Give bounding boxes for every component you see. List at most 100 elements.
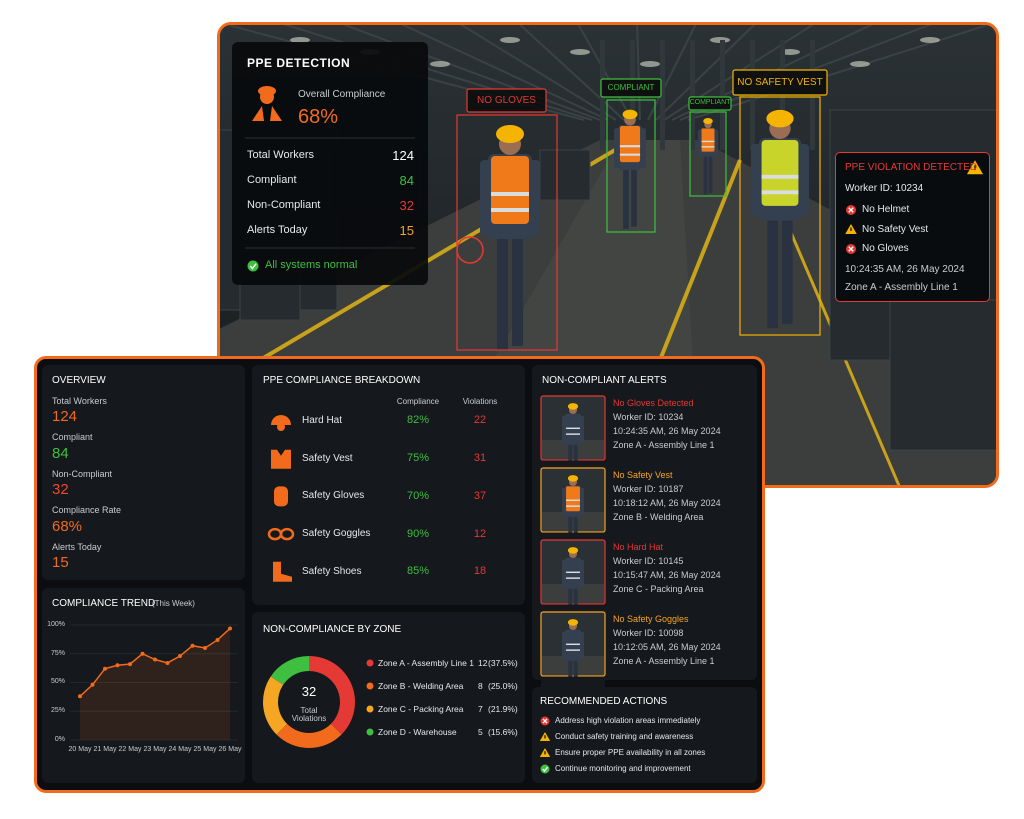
action-text: Ensure proper PPE availability in all zo…: [555, 748, 706, 758]
worker-arm: [799, 143, 810, 217]
ceiling-beam: [342, 25, 601, 121]
stat-value: 84: [399, 173, 414, 189]
ppe-compliance: 70%: [406, 489, 430, 502]
card-title: PPE COMPLIANCE BREAKDOWN: [263, 375, 421, 386]
legend-count: 7: [478, 703, 483, 714]
ppe-compliance: 85%: [406, 565, 430, 578]
detection-label: NO GLOVES: [477, 94, 536, 106]
worker-arm: [614, 128, 620, 168]
x-tick-label: 26 May: [218, 745, 242, 753]
ceiling-light: [850, 61, 870, 67]
vest-stripe: [491, 192, 529, 196]
worker-arm: [697, 129, 702, 156]
y-tick-label: 50%: [50, 678, 65, 686]
x-tick-label: 25 May: [193, 745, 217, 753]
action-text: Conduct safety training and awareness: [555, 732, 694, 742]
detection-card: [232, 42, 428, 285]
vest-stripe: [761, 174, 799, 179]
machine: [539, 149, 591, 201]
card-title: OVERVIEW: [52, 375, 106, 386]
donut-total: 32: [301, 684, 317, 700]
y-tick-label: 0%: [54, 735, 65, 743]
detection-label: COMPLIANT: [607, 83, 655, 93]
detection-label: COMPLIANT: [689, 99, 731, 107]
worker-leg: [497, 234, 508, 350]
card-title: PPE DETECTION: [247, 55, 351, 70]
alert-zone: Zone C - Packing Area: [613, 583, 704, 594]
legend-name: Zone D - Warehouse: [378, 726, 457, 737]
card-title: NON-COMPLIANT ALERTS: [542, 375, 667, 386]
violation-time: 10:24:35 AM, 26 May 2024: [845, 264, 965, 275]
ceiling-light: [500, 37, 520, 43]
stat-label: Alerts Today: [247, 224, 308, 237]
alert-title: No Safety Goggles: [613, 613, 689, 624]
ppe-name: Safety Vest: [302, 452, 353, 464]
ppe-name: Safety Goggles: [302, 528, 371, 540]
violation-title: PPE VIOLATION DETECTED: [845, 162, 978, 173]
ceiling-light: [570, 49, 590, 55]
ceiling-beam: [401, 25, 609, 121]
legend-share: (25.0%): [488, 680, 518, 691]
overview-label: Non-Compliant: [52, 468, 113, 479]
legend-name: Zone A - Assembly Line 1: [378, 657, 474, 668]
x-tick-label: 22 May: [118, 745, 142, 753]
detection-box: [689, 111, 727, 197]
action-text: Address high violation areas immediately: [555, 716, 701, 726]
alert-zone: Zone B - Welding Area: [613, 511, 704, 522]
overview-value: 32: [52, 481, 69, 498]
ppe-violations: 22: [473, 414, 487, 427]
overview-value: 68%: [52, 517, 83, 535]
machine: [889, 299, 996, 451]
worker-helmet: [622, 109, 638, 120]
alert-title: No Safety Vest: [613, 469, 673, 480]
ceiling-light: [920, 37, 940, 43]
action-text: Continue monitoring and improvement: [555, 764, 691, 774]
column-header: Compliance: [396, 397, 440, 407]
worker-leg: [708, 154, 713, 193]
legend-share: (37.5%): [488, 657, 518, 668]
violation-item: No Gloves: [862, 243, 909, 254]
card-title: RECOMMENDED ACTIONS: [540, 696, 668, 707]
violation-zone: Zone A - Assembly Line 1: [845, 282, 958, 293]
alert-time: 10:24:35 AM, 26 May 2024: [613, 425, 721, 436]
worker-leg: [781, 215, 793, 325]
ppe-violations: 37: [473, 489, 487, 502]
overview-value: 124: [52, 408, 78, 425]
worker-leg: [623, 167, 629, 229]
zone-card: [252, 612, 525, 783]
worker-arm: [530, 160, 540, 235]
overview-label: Alerts Today: [52, 541, 102, 552]
x-tick-label: 20 May: [68, 745, 92, 753]
x-tick-label: 24 May: [168, 745, 192, 753]
stat-value: 32: [399, 198, 414, 214]
alert-zone: Zone A - Assembly Line 1: [613, 655, 715, 666]
legend-count: 8: [478, 680, 483, 691]
breakdown-card: [252, 365, 525, 605]
ppe-name: Hard Hat: [302, 415, 343, 426]
pillar: [720, 40, 725, 150]
detection-label-bg: [688, 96, 732, 111]
legend-share: (21.9%): [488, 703, 518, 714]
worker-helmet: [703, 118, 713, 125]
ceiling-beam: [655, 25, 756, 121]
worker-arm: [714, 129, 719, 156]
y-tick-label: 100%: [47, 620, 65, 628]
y-tick-label: 75%: [50, 649, 65, 657]
worker-arm: [640, 128, 646, 168]
worker-arm: [480, 160, 490, 235]
detection-box: [739, 96, 821, 336]
pillar: [690, 40, 695, 150]
overview-label: Compliant: [52, 432, 93, 443]
ppe-compliance: 82%: [406, 414, 430, 427]
detection-box: [456, 114, 558, 351]
column-header: Violations: [462, 397, 498, 407]
y-tick-label: 25%: [50, 707, 65, 715]
violation-item: No Helmet: [862, 204, 910, 215]
overall-value: 68%: [298, 106, 339, 128]
ceiling-light: [290, 37, 310, 43]
ceiling-beam: [647, 25, 697, 121]
x-tick-label: 23 May: [143, 745, 167, 753]
alert-time: 10:15:47 AM, 26 May 2024: [613, 569, 721, 580]
x-tick-label: 21 May: [93, 745, 117, 753]
